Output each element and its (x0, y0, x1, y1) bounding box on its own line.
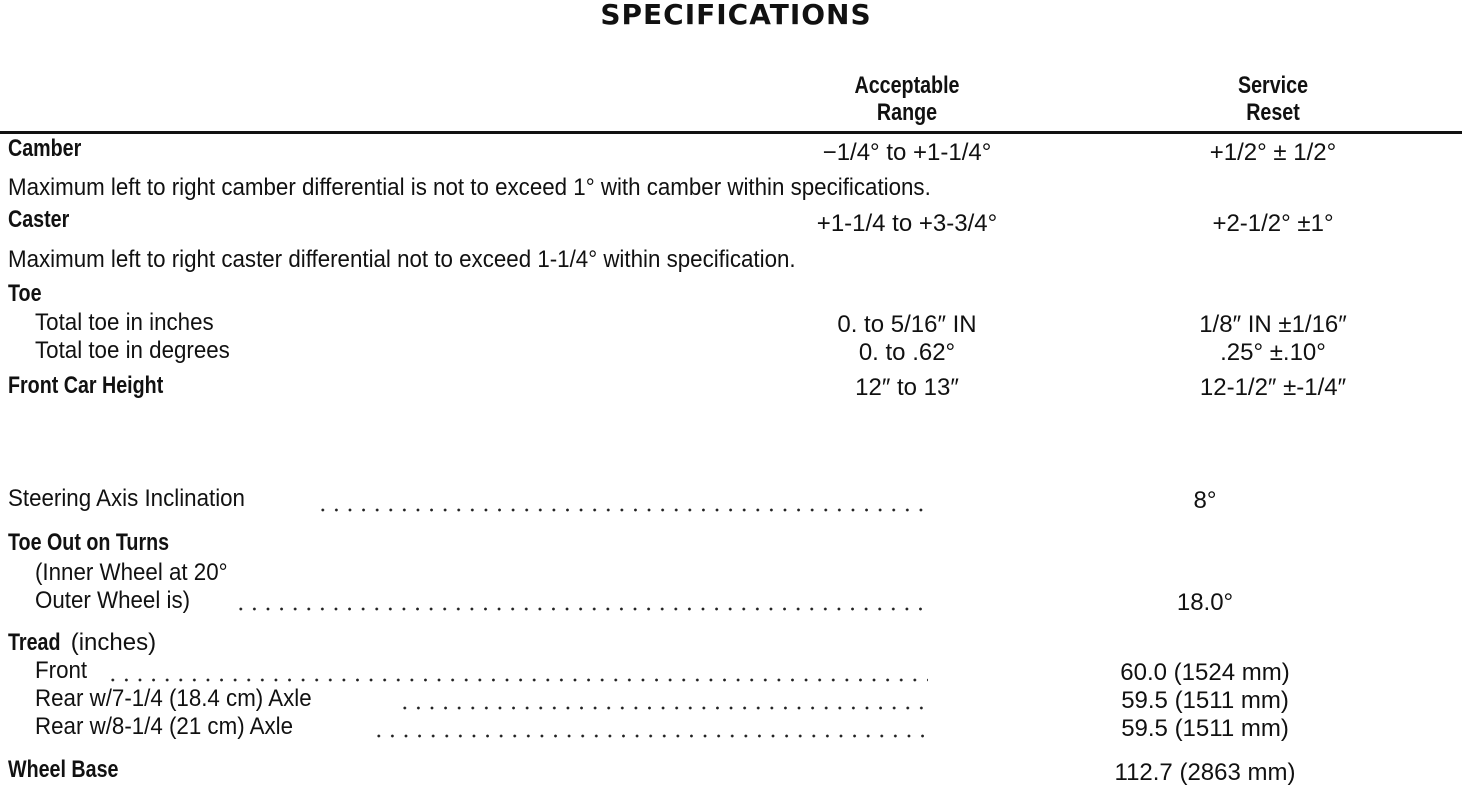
tread-front-label: Front (35, 657, 88, 684)
toe-inches-label: Total toe in inches (35, 309, 214, 336)
camber-range: −1/4° to +1-1/4° (822, 139, 992, 166)
caster-label: Caster (8, 206, 70, 233)
header-line: Service (1237, 72, 1309, 99)
camber-label: Camber (8, 135, 82, 162)
toe-inches-range: 0. to 5/16″ IN (837, 311, 977, 338)
tread-front-value: 60.0 (1524 mm) (1120, 659, 1290, 686)
camber-reset: +1/2° ± 1/2° (1209, 139, 1337, 166)
dot-leader (316, 508, 928, 512)
caster-reset: +2-1/2° ±1° (1212, 210, 1334, 237)
tread-unit: (inches) (70, 629, 157, 656)
header-line: Acceptable (854, 72, 960, 99)
toe-degrees-range: 0. to .62° (858, 339, 956, 366)
steering-axis-value: 8° (1193, 487, 1217, 514)
dot-leader (398, 706, 928, 710)
toe-out-line1: (Inner Wheel at 20° (35, 559, 228, 586)
steering-axis-label: Steering Axis Inclination (8, 485, 245, 512)
toe-label: Toe (8, 280, 42, 307)
header-line: Reset (1246, 99, 1300, 126)
toe-degrees-label: Total toe in degrees (35, 337, 230, 364)
front-car-height-label: Front Car Height (8, 372, 164, 399)
wheel-base-value: 112.7 (2863 mm) (1114, 759, 1296, 786)
toe-inches-reset: 1/8″ IN ±1/16″ (1199, 311, 1347, 338)
toe-out-label: Toe Out on Turns (8, 529, 170, 556)
tread-rear-8-label: Rear w/8-1/4 (21 cm) Axle (35, 713, 294, 740)
toe-out-value: 18.0° (1176, 589, 1234, 616)
tread-label: Tread (8, 629, 61, 656)
page-title: SPECIFICATIONS (600, 0, 872, 31)
dot-leader (234, 607, 928, 611)
dot-leader (372, 734, 928, 738)
header-line: Range (876, 99, 938, 126)
toe-degrees-reset: .25° ±.10° (1220, 339, 1326, 366)
toe-out-line2: Outer Wheel is) (35, 587, 191, 614)
tread-rear-8-value: 59.5 (1511 mm) (1121, 715, 1289, 742)
header-service-reset: Service Reset (1150, 72, 1396, 126)
front-car-height-reset: 12-1/2″ ±-1/4″ (1199, 374, 1347, 401)
camber-note: Maximum left to right camber differentia… (8, 174, 931, 201)
header-rule (0, 131, 1462, 134)
wheel-base-label: Wheel Base (8, 756, 119, 783)
tread-heading: Tread (inches) (8, 630, 156, 656)
front-car-height-range: 12″ to 13″ (855, 374, 959, 401)
tread-rear-7-label: Rear w/7-1/4 (18.4 cm) Axle (35, 685, 312, 712)
caster-note: Maximum left to right caster differentia… (8, 246, 796, 273)
tread-rear-7-value: 59.5 (1511 mm) (1121, 687, 1289, 714)
header-acceptable-range: Acceptable Range (784, 72, 1030, 126)
dot-leader (106, 678, 928, 682)
caster-range: +1-1/4 to +3-3/4° (816, 210, 998, 237)
